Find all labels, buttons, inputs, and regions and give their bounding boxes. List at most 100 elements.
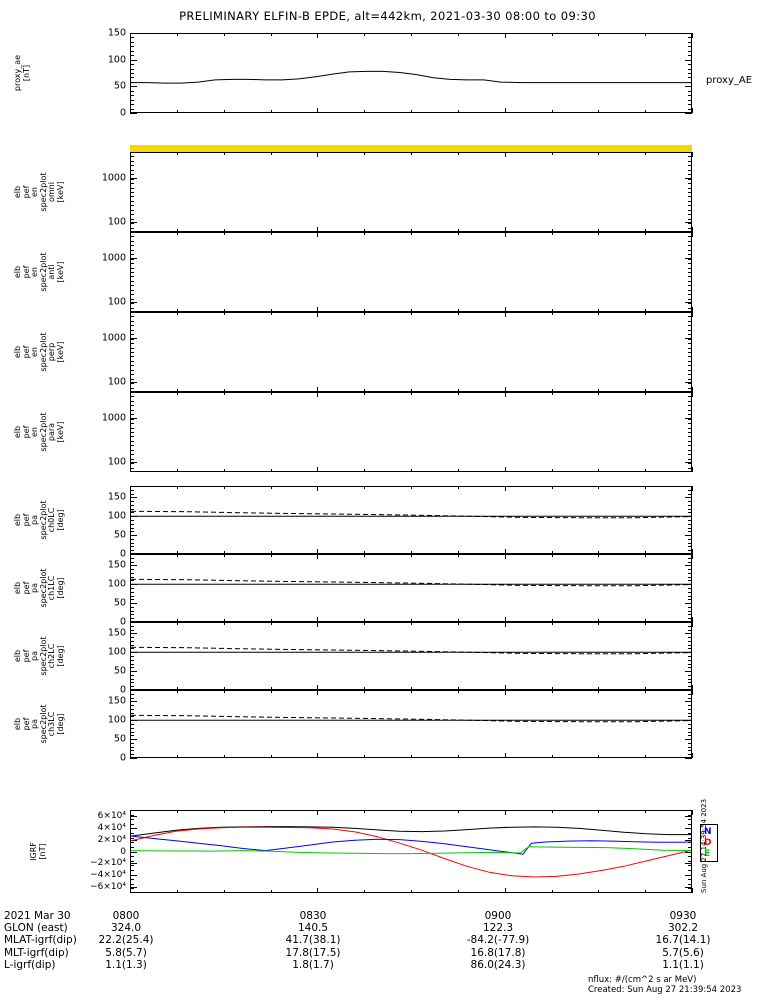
yminor-tick	[688, 580, 692, 582]
xminor-tick	[551, 392, 553, 395]
xtick-mark	[692, 810, 693, 815]
yminor-tick	[130, 303, 134, 305]
xminor-tick	[364, 229, 366, 232]
yminor-tick	[130, 874, 134, 876]
xminor-tick	[364, 690, 366, 693]
yminor-tick	[688, 449, 692, 451]
xtick-mark	[130, 617, 131, 622]
yminor-tick	[130, 735, 134, 737]
yminor-tick	[130, 449, 134, 451]
yminor-tick	[688, 742, 692, 744]
yminor-tick	[688, 86, 692, 88]
yminor-tick	[688, 550, 692, 552]
yminor-tick	[130, 625, 134, 627]
yminor-tick	[688, 512, 692, 514]
yminor-tick	[130, 739, 134, 741]
ytick-mark	[130, 33, 137, 34]
xminor-tick	[223, 232, 225, 235]
ephemeris-mlt: 16.8(17.8)	[470, 946, 526, 959]
xminor-tick	[457, 110, 459, 113]
yminor-tick	[688, 603, 692, 605]
ytick-en-perp-0: 100	[107, 376, 126, 388]
ylabel-en-perp: elb pef en spec2plot perp [keV]	[13, 312, 66, 392]
xminor-tick	[270, 554, 272, 557]
xminor-tick	[223, 312, 225, 315]
xminor-tick	[317, 469, 319, 472]
yminor-tick	[688, 50, 692, 52]
yminor-tick	[130, 565, 134, 567]
yminor-tick	[688, 196, 692, 198]
yminor-tick	[130, 369, 134, 371]
ephemeris-l: 1.1(1.1)	[662, 958, 704, 971]
xminor-tick	[411, 622, 412, 625]
yminor-tick	[130, 254, 134, 256]
yminor-tick	[130, 347, 134, 349]
xminor-tick	[645, 622, 647, 625]
yminor-tick	[688, 814, 692, 816]
xminor-tick	[270, 110, 272, 113]
yminor-tick	[130, 493, 134, 495]
xtick-mark	[692, 307, 693, 312]
yminor-tick	[130, 467, 134, 469]
xminor-tick	[457, 392, 459, 395]
ytick-mark	[685, 222, 692, 224]
ytick-pa-ch0lc-1: 50	[113, 529, 126, 541]
yminor-tick	[130, 445, 134, 447]
ytick-en-para-1: 1000	[101, 412, 126, 424]
xminor-tick	[223, 309, 225, 312]
xminor-tick	[551, 110, 553, 113]
yminor-tick	[130, 523, 134, 525]
series-layer-igrf	[131, 826, 691, 878]
xminor-tick	[317, 554, 319, 557]
ytick-mark	[130, 462, 137, 464]
xminor-tick	[270, 486, 272, 489]
yminor-tick	[130, 595, 134, 597]
ylabel-line: [deg]	[55, 713, 65, 735]
yminor-tick	[688, 652, 692, 654]
yminor-tick	[688, 701, 692, 703]
series-anti-loss-cone-dashed	[131, 646, 691, 655]
ephemeris-time: 0930	[669, 910, 697, 922]
created-note: Created: Sun Aug 27 21:39:54 2023	[588, 985, 742, 995]
yminor-tick	[688, 520, 692, 521]
ephemeris-l: 1.8(1.7)	[292, 958, 334, 971]
yminor-tick	[688, 656, 692, 657]
xminor-tick	[270, 152, 272, 155]
ytick-pa-ch3lc-2: 100	[107, 714, 126, 726]
xminor-tick	[457, 755, 459, 758]
yminor-tick	[688, 285, 692, 287]
yminor-tick	[688, 249, 692, 251]
yminor-tick	[130, 883, 134, 885]
yminor-tick	[130, 343, 134, 345]
xminor-tick	[598, 554, 600, 557]
spectrogram-colorbar-strip	[130, 145, 692, 152]
ytick-mark	[130, 222, 137, 224]
yminor-tick	[688, 73, 692, 74]
yminor-tick	[688, 200, 692, 202]
ytick-mark	[685, 758, 692, 759]
yminor-tick	[688, 99, 692, 101]
ytick-pa-ch2lc-1: 50	[113, 665, 126, 677]
xminor-tick	[364, 110, 366, 113]
xminor-tick	[223, 152, 225, 155]
xminor-tick	[364, 309, 366, 312]
xminor-tick	[411, 232, 412, 235]
yminor-tick	[130, 591, 134, 593]
yminor-tick	[688, 588, 692, 589]
ytick-pa-ch1lc-1: 50	[113, 597, 126, 609]
ytick-en-omni-1: 1000	[101, 172, 126, 184]
xminor-tick	[457, 810, 459, 813]
yminor-tick	[130, 557, 134, 559]
yminor-tick	[130, 837, 134, 839]
yminor-tick	[688, 489, 692, 491]
xminor-tick	[457, 312, 459, 315]
ephemeris-time: 0800	[112, 910, 140, 922]
yminor-tick	[688, 463, 692, 465]
series-proxy_AE	[131, 70, 691, 84]
yminor-tick	[130, 240, 134, 242]
xminor-tick	[457, 690, 459, 693]
xminor-tick	[176, 755, 178, 758]
xminor-tick	[457, 551, 459, 554]
yminor-tick	[130, 165, 134, 167]
ylabel-text-en-anti: elb pef en spec2plot anti [keV]	[13, 232, 66, 312]
